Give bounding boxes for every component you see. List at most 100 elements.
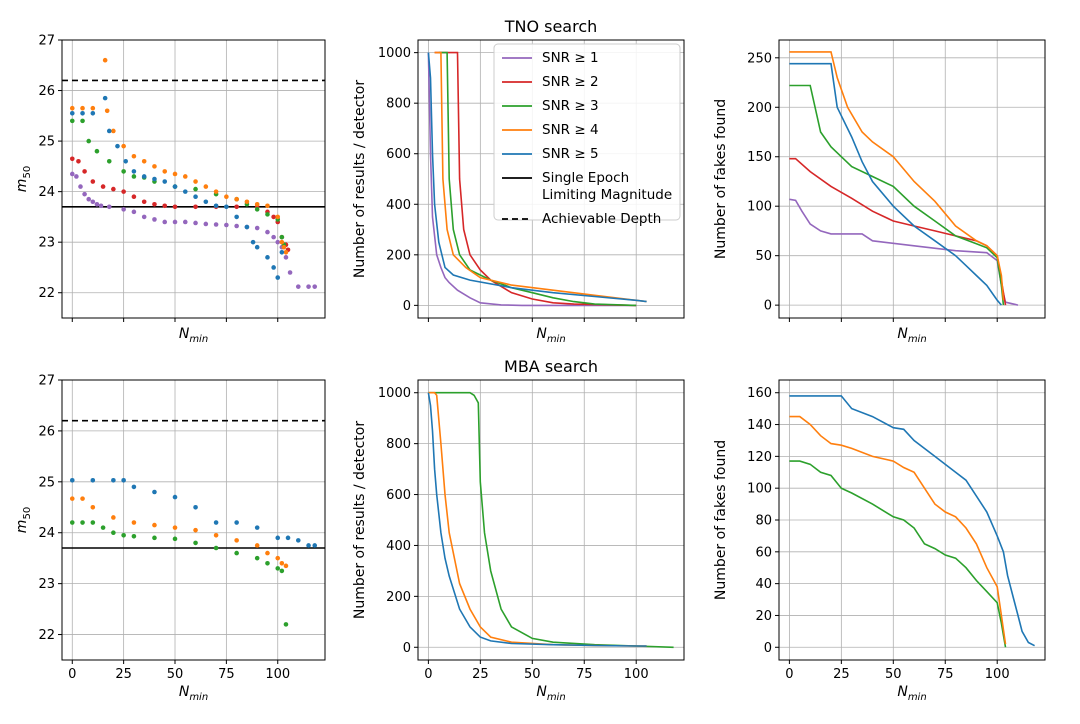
point-SNR3 [80,118,85,124]
y-tick-label: 150 [747,150,772,165]
point-SNR4 [162,169,168,174]
axes-frame [61,39,326,319]
axes-frame [417,379,685,661]
point-SNR5 [213,203,219,209]
point-SNR2 [121,189,126,194]
point-SNR3 [172,536,178,542]
point-SNR2 [162,203,168,209]
x-tick-label: 75 [576,667,593,682]
series-line-SNR3 [789,460,1007,648]
series-line-SNR2 [434,51,637,307]
point-SNR3 [80,520,85,525]
series-line-SNR4 [428,391,647,647]
point-SNR4 [182,174,188,179]
point-SNR2 [111,186,116,192]
series-line-SNR5 [789,395,1035,647]
panel-mba-fakes: 0 25 50 75 100 0 20 40 60 80 100 120 140 160 Nmin Numbe… [713,379,1046,703]
point-SNR4 [141,159,147,164]
series-line-SNR4 [789,415,1007,645]
point-SNR5 [90,110,96,116]
point-SNR4 [193,179,198,184]
point-SNR4 [172,525,178,530]
point-SNR4 [90,504,96,510]
data-layer [789,395,1035,648]
point-SNR5 [131,169,137,174]
data-layer [427,51,647,307]
y-tick-label: 27 [38,374,55,389]
point-SNR3 [121,169,126,174]
y-tick-label: 23 [38,236,55,251]
y-tick-label: 50 [755,249,772,264]
legend: SNR ≥ 1 SNR ≥ 2 SNR ≥ 3 SNR ≥ 4 SNR ≥ 5 Singl… [493,43,681,227]
y-tick-label: 26 [38,84,55,99]
y-tick-label: 1000 [378,46,411,61]
data-layer [69,477,318,627]
point-SNR4 [265,203,270,209]
point-SNR4 [213,532,219,538]
point-SNR2 [172,204,178,210]
x-tick-label: 0 [424,667,432,682]
x-tick-label: 75 [218,667,235,682]
point-SNR1 [98,203,104,209]
y-tick-label: 1000 [378,386,411,401]
x-tick-label: 75 [937,667,954,682]
point-SNR4 [172,171,178,177]
y-tick-label: 120 [747,450,772,465]
point-SNR5 [69,110,75,116]
point-SNR1 [234,223,239,229]
x-tick-label: 100 [265,667,290,682]
point-SNR4 [193,527,198,533]
point-SNR5 [295,538,301,543]
point-SNR4 [152,164,157,169]
point-SNR1 [213,222,219,227]
series-line-SNR5 [427,52,647,303]
series-line-SNR4 [789,51,1005,301]
x-tick-label: 50 [885,667,902,682]
series-line-SNR4 [434,51,647,303]
point-SNR1 [182,219,188,225]
point-SNR1 [90,199,96,205]
y-tick-label: 40 [755,577,772,592]
y-tick-label: 100 [747,200,772,215]
point-SNR5 [102,95,108,101]
point-SNR5 [123,159,128,164]
legend-label-single: Single Epoch [542,170,629,186]
point-SNR5 [234,520,239,525]
point-SNR1 [295,284,301,289]
point-SNR1 [94,201,100,207]
legend-label-single-line2: Limiting Magnitude [542,187,672,203]
point-SNR5 [265,255,270,260]
point-SNR5 [115,143,120,149]
data-layer [789,51,1019,306]
y-tick-label: 800 [386,97,411,112]
point-SNR5 [285,535,291,541]
point-SNR4 [213,189,219,194]
point-SNR1 [287,270,293,275]
x-tick-label: 25 [833,667,850,682]
y-tick-label: 22 [38,286,55,301]
point-SNR5 [121,477,126,483]
point-SNR2 [234,204,239,210]
point-SNR2 [82,169,87,174]
point-SNR1 [275,239,281,245]
point-SNR5 [69,477,75,483]
point-SNR5 [306,543,311,548]
point-SNR4 [254,201,260,207]
y-tick-label: 160 [747,386,772,401]
point-SNR1 [152,217,157,222]
point-SNR4 [265,550,270,556]
axes-frame [61,379,326,661]
point-SNR2 [141,199,147,205]
point-SNR4 [283,563,289,569]
axes-frame [778,39,1046,319]
point-SNR5 [254,244,260,250]
x-tick-label: 25 [115,667,132,682]
point-SNR1 [69,171,75,177]
panel-tno-results: 0 200 400 600 800 1000 Nmin Number of results /… [352,17,685,345]
point-SNR3 [213,545,219,551]
y-tick-label: 23 [38,577,55,592]
point-SNR4 [152,522,157,528]
point-SNR3 [90,520,96,525]
y-tick-label: 400 [386,539,411,554]
point-SNR4 [80,105,85,111]
